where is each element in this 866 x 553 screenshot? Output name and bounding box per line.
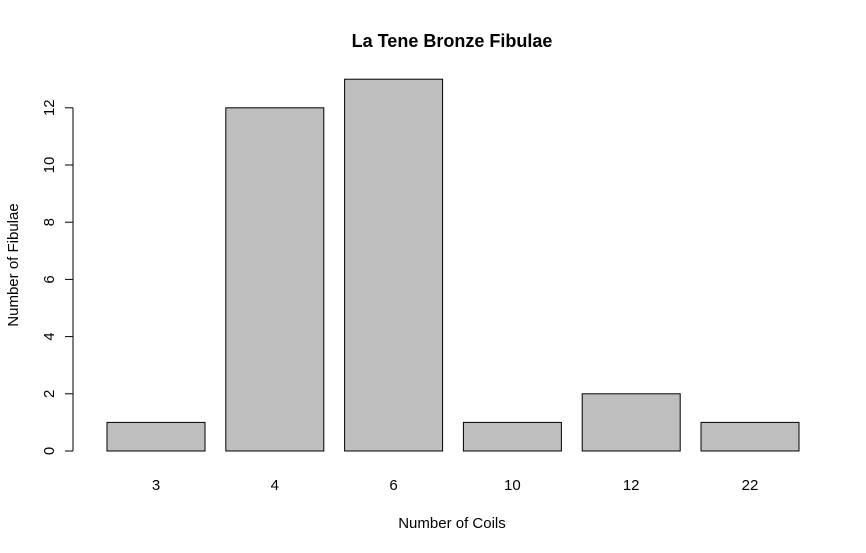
y-tick-label-12: 12 — [41, 99, 58, 116]
bar-12 — [581, 393, 681, 452]
bars-group — [106, 78, 800, 452]
x-axis-label: Number of Coils — [398, 515, 506, 532]
y-tick-label-0: 0 — [41, 447, 58, 455]
x-tick-label-10: 10 — [504, 477, 521, 494]
x-tick-label-3: 3 — [152, 477, 160, 494]
y-tick-label-10: 10 — [41, 157, 58, 174]
y-tick-label-8: 8 — [41, 218, 58, 226]
bar-3 — [106, 421, 206, 452]
y-tick-label-6: 6 — [41, 275, 58, 283]
x-tick-label-22: 22 — [742, 477, 759, 494]
bar-4 — [225, 107, 325, 452]
y-tick-label-2: 2 — [41, 390, 58, 398]
chart-title: La Tene Bronze Fibulae — [352, 31, 553, 51]
x-tick-label-6: 6 — [389, 477, 397, 494]
bar-6 — [344, 78, 444, 452]
y-axis-label: Number of Fibulae — [5, 203, 22, 326]
bar-22 — [700, 421, 800, 452]
x-tick-label-4: 4 — [271, 477, 279, 494]
y-axis: 0 2 4 6 8 10 12 — [41, 99, 74, 455]
bar-10 — [462, 421, 562, 452]
y-tick-label-4: 4 — [41, 332, 58, 340]
x-tick-label-12: 12 — [623, 477, 640, 494]
x-tick-labels: 3 4 6 10 12 22 — [152, 477, 759, 494]
